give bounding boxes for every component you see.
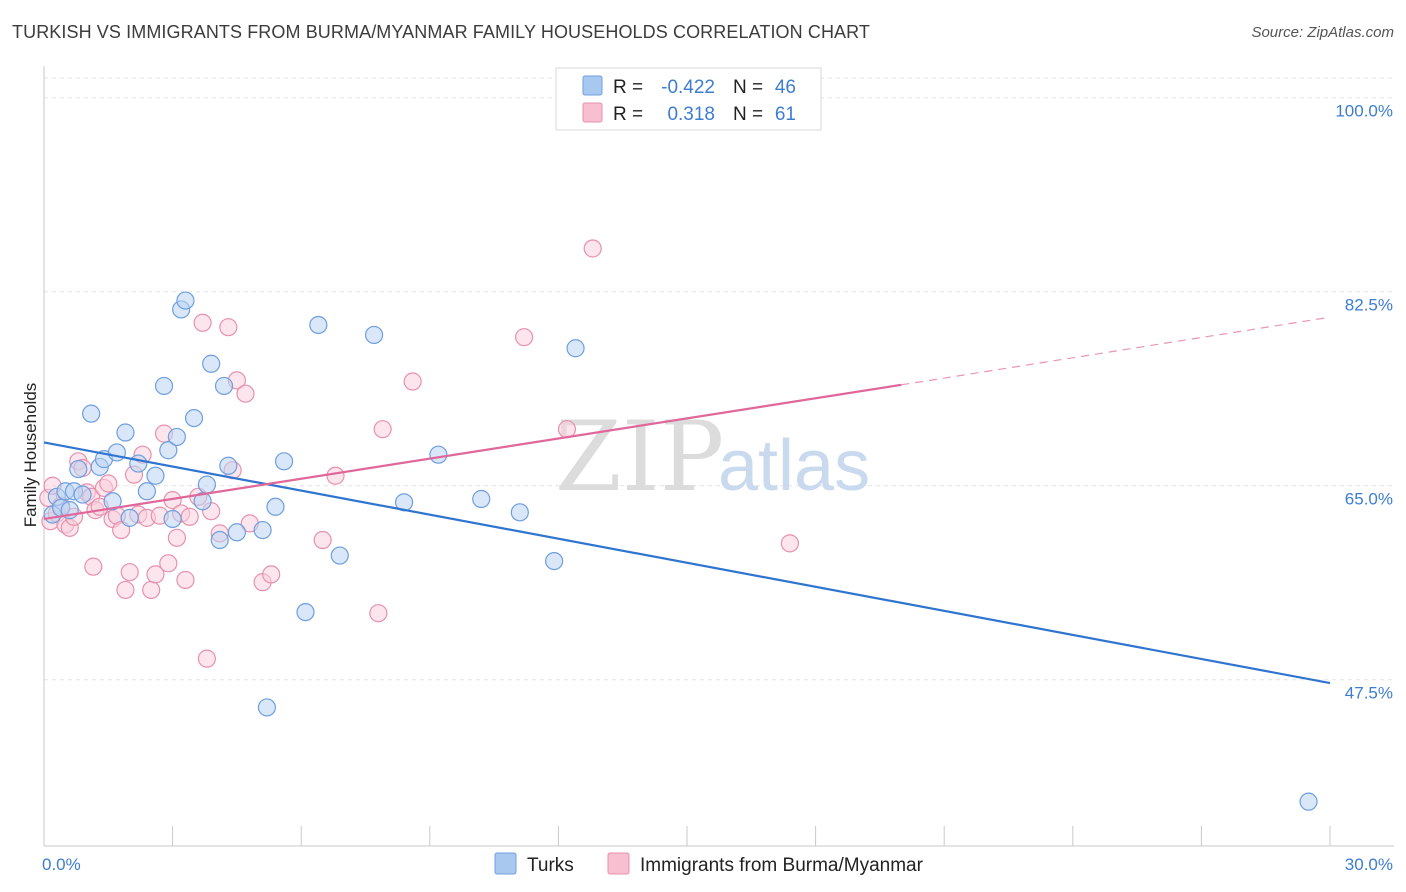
- turks-point: [159, 441, 178, 460]
- y-tick-label: 100.0%: [1335, 102, 1393, 121]
- x-tick-label-max: 30.0%: [1345, 855, 1393, 874]
- turks-point: [214, 376, 234, 396]
- burma-point: [313, 530, 332, 550]
- turks-trend-line: [43, 441, 1331, 685]
- burma-point: [515, 328, 534, 347]
- burma-point: [236, 384, 255, 403]
- chart-title: TURKISH VS IMMIGRANTS FROM BURMA/MYANMAR…: [12, 22, 871, 42]
- turks-point: [296, 602, 315, 622]
- turks-point: [274, 452, 294, 471]
- turks-point: [510, 503, 529, 522]
- legend-r-value-turks: -0.422: [661, 77, 715, 98]
- turks-point: [257, 698, 277, 717]
- burma-point: [197, 649, 216, 668]
- turks-point: [176, 291, 195, 310]
- turks-point: [69, 459, 88, 479]
- turks-point: [227, 523, 246, 542]
- burma-point: [99, 474, 118, 493]
- turks-point: [154, 376, 174, 396]
- turks-point: [107, 443, 126, 462]
- turks-point: [202, 354, 221, 373]
- legend-n-value-turks: 46: [775, 77, 796, 98]
- watermark-zip: ZIP: [555, 401, 724, 513]
- turks-point: [146, 466, 165, 485]
- burma-point: [84, 557, 103, 576]
- source-credit: Source: ZipAtlas.com: [1251, 24, 1394, 41]
- turks-point: [103, 492, 122, 511]
- turks-point: [120, 508, 139, 527]
- turks-point: [364, 325, 384, 345]
- burma-point: [219, 318, 238, 337]
- tick-label-layer: 47.5% 65.0% 82.5% 100.0% 0.0% 30.0%: [42, 102, 1393, 874]
- burma-point: [369, 604, 388, 623]
- series-legend-swatch-burma: [607, 852, 630, 875]
- correlation-legend: R = -0.422 N = 46 R = 0.318 N = 61: [555, 67, 822, 131]
- turks-point: [193, 492, 212, 511]
- burma-point: [583, 239, 602, 258]
- y-axis-label: Family Households: [21, 383, 40, 528]
- legend-n-label-turks: N =: [733, 77, 763, 98]
- y-tick-label: 47.5%: [1345, 684, 1393, 703]
- points-layer: [39, 239, 1318, 811]
- turks-point: [330, 546, 349, 565]
- y-tick-label: 65.0%: [1345, 490, 1393, 509]
- turks-point: [73, 485, 92, 504]
- legend-r-label-turks: R =: [613, 77, 643, 98]
- series-legend-swatch-turks: [494, 852, 517, 875]
- turks-point: [219, 456, 238, 475]
- burma-point: [120, 563, 139, 582]
- burma-point: [262, 565, 281, 584]
- turks-point: [82, 404, 101, 423]
- burma-trend-extension: [901, 316, 1331, 386]
- trend-layer: [43, 316, 1331, 685]
- turks-point: [210, 530, 229, 550]
- turks-point: [545, 551, 564, 571]
- series-legend: Turks Immigrants from Burma/Myanmar: [494, 852, 924, 876]
- turks-point: [197, 475, 216, 494]
- turks-point: [129, 454, 148, 473]
- y-tick-label: 82.5%: [1345, 296, 1393, 315]
- turks-point: [137, 482, 156, 501]
- series-legend-label-turks: Turks: [527, 855, 574, 876]
- legend-n-value-burma: 61: [775, 104, 796, 125]
- turks-point: [253, 520, 272, 540]
- burma-point: [159, 554, 178, 573]
- burma-point: [176, 570, 195, 590]
- burma-point: [180, 507, 199, 526]
- legend-swatch-turks: [582, 75, 603, 96]
- legend-r-value-burma: 0.318: [667, 104, 715, 125]
- turks-point: [116, 423, 135, 442]
- legend-n-label-burma: N =: [733, 104, 763, 125]
- turks-point: [266, 497, 285, 516]
- watermark-atlas: atlas: [718, 426, 870, 506]
- legend-r-label-burma: R =: [613, 104, 643, 125]
- legend-swatch-burma: [582, 102, 603, 123]
- grid-layer: [44, 77, 1394, 681]
- turks-point: [167, 427, 186, 447]
- turks-point: [309, 315, 328, 335]
- burma-point: [146, 565, 165, 584]
- watermark: ZIP atlas: [555, 401, 870, 513]
- burma-point: [403, 372, 422, 391]
- burma-point: [326, 466, 345, 485]
- burma-point: [780, 534, 799, 553]
- burma-trend-line: [43, 383, 902, 521]
- burma-point: [142, 580, 161, 600]
- turks-point: [184, 408, 204, 428]
- burma-point: [373, 420, 392, 439]
- turks-point: [472, 489, 491, 509]
- turks-point: [1299, 792, 1318, 811]
- burma-point: [193, 313, 212, 332]
- axis-layer: [43, 66, 1394, 847]
- turks-point: [566, 339, 585, 358]
- turks-point: [429, 445, 448, 464]
- x-tick-label-min: 0.0%: [42, 855, 81, 874]
- burma-point: [167, 528, 186, 547]
- burma-point: [116, 580, 135, 600]
- turks-point: [163, 509, 182, 529]
- series-legend-label-burma: Immigrants from Burma/Myanmar: [640, 855, 924, 876]
